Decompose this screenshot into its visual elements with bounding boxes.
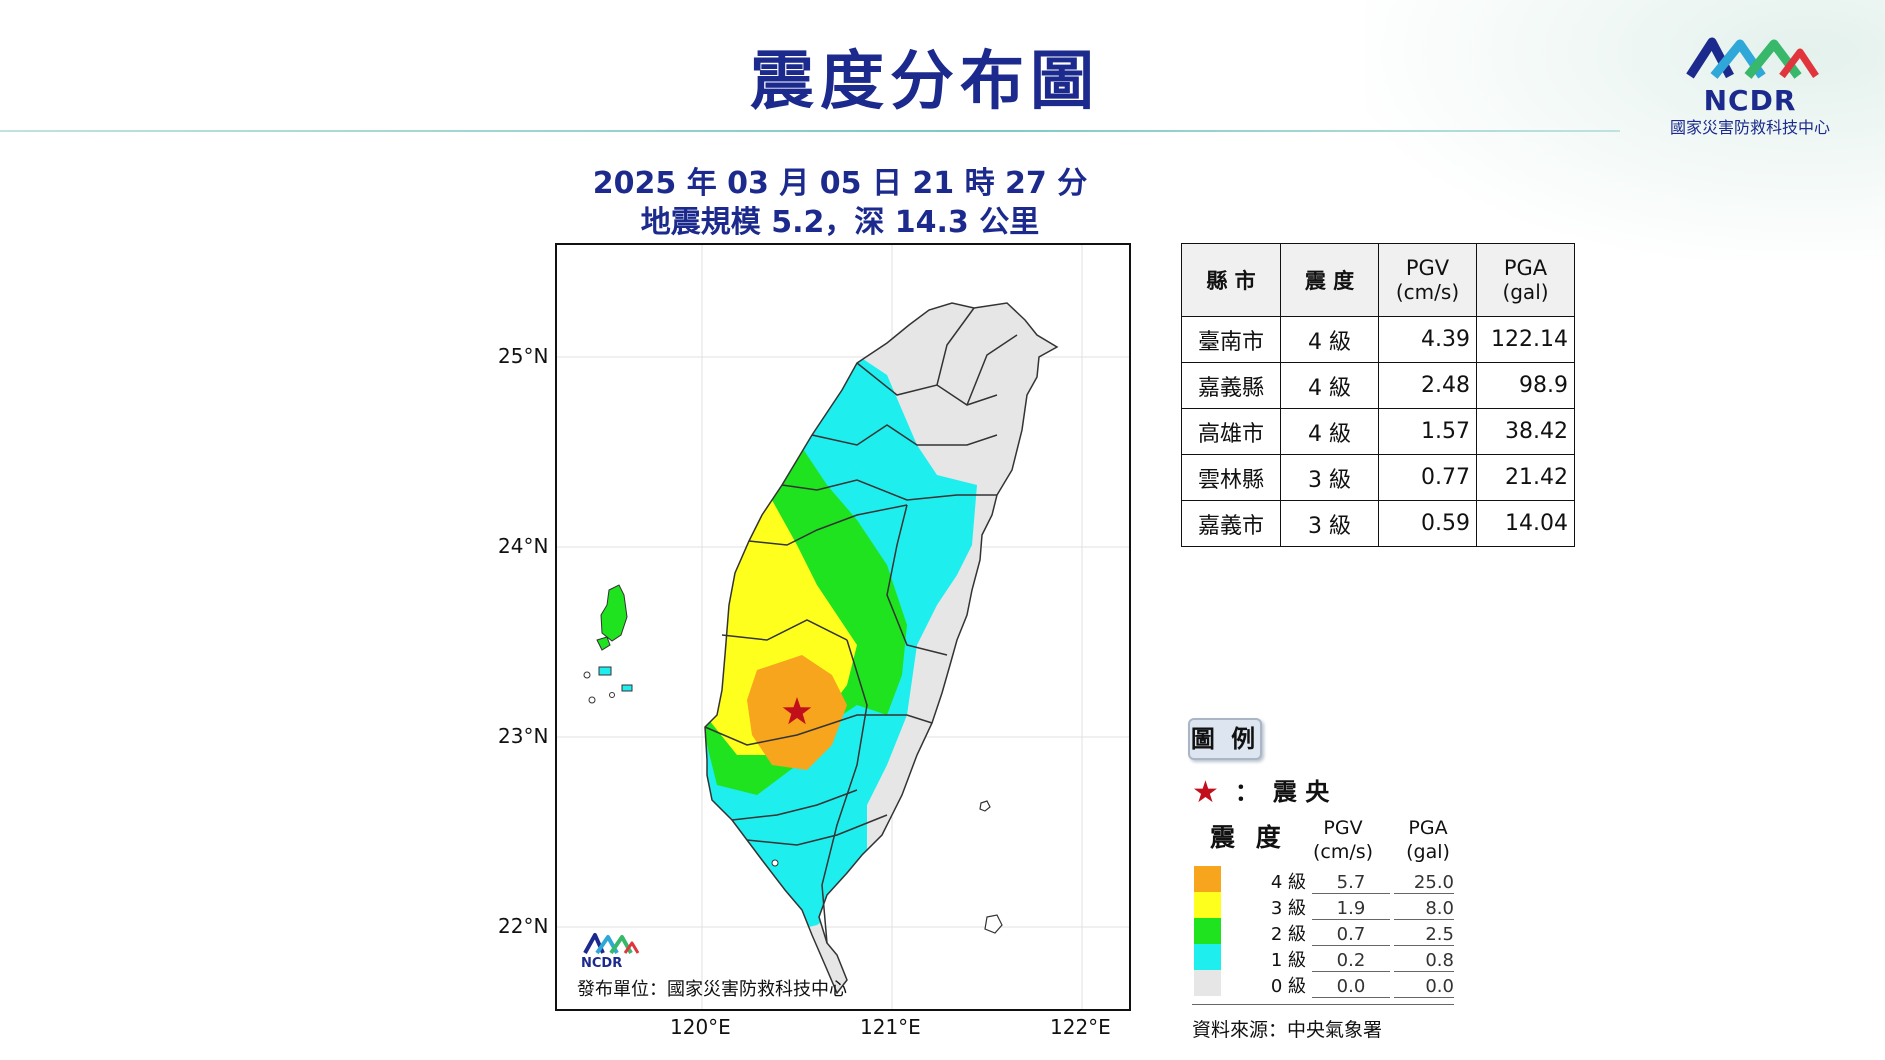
- legend-pgv: 0.0: [1312, 976, 1390, 998]
- cell-pga: 21.42: [1476, 454, 1575, 501]
- legend-level: 3 級: [1270, 898, 1306, 919]
- map-ncdr-logo-icon: [583, 933, 640, 955]
- legend-level: 2 級: [1270, 924, 1306, 945]
- legend-intensity-header: 震 度: [1210, 823, 1287, 852]
- logo-subtitle: 國家災害防救科技中心: [1669, 118, 1830, 137]
- legend-pgv-header: PGV (cm/s): [1313, 816, 1373, 864]
- data-source: 資料來源：中央氣象署: [1192, 1019, 1383, 1041]
- header-county: 縣 市: [1181, 243, 1281, 317]
- legend-pgv-unit: (cm/s): [1313, 841, 1374, 863]
- epicenter-star-icon: [782, 697, 812, 725]
- table-row: 嘉義縣 4 級 2.48 98.9: [1181, 362, 1575, 409]
- county-boundaries: [704, 302, 1059, 995]
- legend-swatch: [1194, 866, 1221, 892]
- legend-pgv: 1.9: [1312, 898, 1390, 920]
- legend-pga-header: PGA (gal): [1398, 816, 1458, 864]
- legend-pga: 0.8: [1394, 950, 1454, 972]
- event-datetime: 2025 年 03 月 05 日 21 時 27 分: [592, 166, 1088, 201]
- ncdr-logo-icon: [1686, 37, 1819, 79]
- lat-label-23: 23°N: [498, 724, 549, 748]
- cell-intensity: 4 級: [1280, 408, 1379, 455]
- legend-epicenter-label: 震 央: [1272, 778, 1330, 806]
- legend-swatch: [1194, 944, 1221, 970]
- lon-label-121: 121°E: [860, 1015, 921, 1039]
- cell-pgv: 0.77: [1378, 454, 1477, 501]
- table-row: 高雄市 4 級 1.57 38.42: [1181, 408, 1575, 455]
- cell-pgv: 0.59: [1378, 500, 1477, 547]
- table-row: 臺南市 4 級 4.39 122.14: [1181, 316, 1575, 363]
- lat-label-25: 25°N: [498, 344, 549, 368]
- cell-intensity: 4 級: [1280, 362, 1379, 409]
- cell-intensity: 3 級: [1280, 454, 1379, 501]
- table-row: 雲林縣 3 級 0.77 21.42: [1181, 454, 1575, 501]
- legend-pga: 2.5: [1394, 924, 1454, 946]
- title-divider: [0, 130, 1620, 132]
- legend-pga: 8.0: [1394, 898, 1454, 920]
- publisher-label: 發布單位：國家災害防救科技中心: [577, 979, 847, 1000]
- lon-label-120: 120°E: [670, 1015, 731, 1039]
- map-logo-text: NCDR: [581, 956, 623, 971]
- cell-pgv: 1.57: [1378, 408, 1477, 455]
- legend-epicenter: ★ ： 震 央: [1192, 772, 1329, 810]
- legend-swatch: [1194, 970, 1221, 996]
- eastern-islands: [771, 800, 1003, 934]
- intensity-map: NCDR 發布單位：國家災害防救科技中心: [555, 243, 1131, 1011]
- header-pga: PGA (gal): [1476, 243, 1575, 317]
- intensity-map-canvas: [557, 245, 1129, 1009]
- cell-county: 雲林縣: [1181, 454, 1281, 501]
- cell-county: 嘉義縣: [1181, 362, 1281, 409]
- table-row: 嘉義市 3 級 0.59 14.04: [1181, 500, 1575, 547]
- lon-label-122: 122°E: [1050, 1015, 1111, 1039]
- cell-pga: 122.14: [1476, 316, 1575, 363]
- legend-pgv: 0.2: [1312, 950, 1390, 972]
- legend-pgv: 5.7: [1312, 872, 1390, 894]
- legend-title: 圖 例: [1188, 718, 1262, 760]
- legend-level: 1 級: [1270, 950, 1306, 971]
- cell-pga: 14.04: [1476, 500, 1575, 547]
- legend-level: 0 級: [1270, 976, 1306, 997]
- legend-pgv: 0.7: [1312, 924, 1390, 946]
- epicenter-star-icon: ★: [1192, 775, 1219, 810]
- cell-intensity: 4 級: [1280, 316, 1379, 363]
- cell-intensity: 3 級: [1280, 500, 1379, 547]
- cell-pga: 98.9: [1476, 362, 1575, 409]
- penghu-islands: [583, 584, 633, 704]
- table-header-row: 縣 市 震 度 PGV (cm/s) PGA (gal): [1181, 243, 1575, 317]
- cell-county: 嘉義市: [1181, 500, 1281, 547]
- legend-swatch: [1194, 918, 1221, 944]
- cell-pgv: 2.48: [1378, 362, 1477, 409]
- intensity-table: 縣 市 震 度 PGV (cm/s) PGA (gal) 臺南市 4 級 4.39 …: [1181, 243, 1575, 547]
- intensity-zones: [705, 303, 1057, 993]
- legend-pga-label: PGA: [1408, 817, 1448, 839]
- header-pgv: PGV (cm/s): [1378, 243, 1477, 317]
- ncdr-logo: NCDR 國家災害防救科技中心: [1650, 34, 1850, 137]
- event-magnitude-depth: 地震規模 5.2，深 14.3 公里: [640, 205, 1040, 240]
- cell-pga: 38.42: [1476, 408, 1575, 455]
- legend-pga: 25.0: [1394, 872, 1454, 894]
- cell-county: 臺南市: [1181, 316, 1281, 363]
- lat-label-24: 24°N: [498, 534, 549, 558]
- legend-pga: 0.0: [1394, 976, 1454, 998]
- legend-swatch: [1194, 892, 1221, 918]
- cell-county: 高雄市: [1181, 408, 1281, 455]
- cell-pgv: 4.39: [1378, 316, 1477, 363]
- legend-pga-unit: (gal): [1406, 841, 1450, 863]
- legend-level: 4 級: [1270, 872, 1306, 893]
- legend-divider: [1192, 1004, 1454, 1005]
- logo-text: NCDR: [1703, 84, 1797, 117]
- page-title: 震度分布圖: [750, 45, 1100, 119]
- legend-pgv-label: PGV: [1323, 817, 1363, 839]
- lat-label-22: 22°N: [498, 914, 549, 938]
- legend-epicenter-colon: ：: [1234, 778, 1259, 806]
- header-intensity: 震 度: [1280, 243, 1379, 317]
